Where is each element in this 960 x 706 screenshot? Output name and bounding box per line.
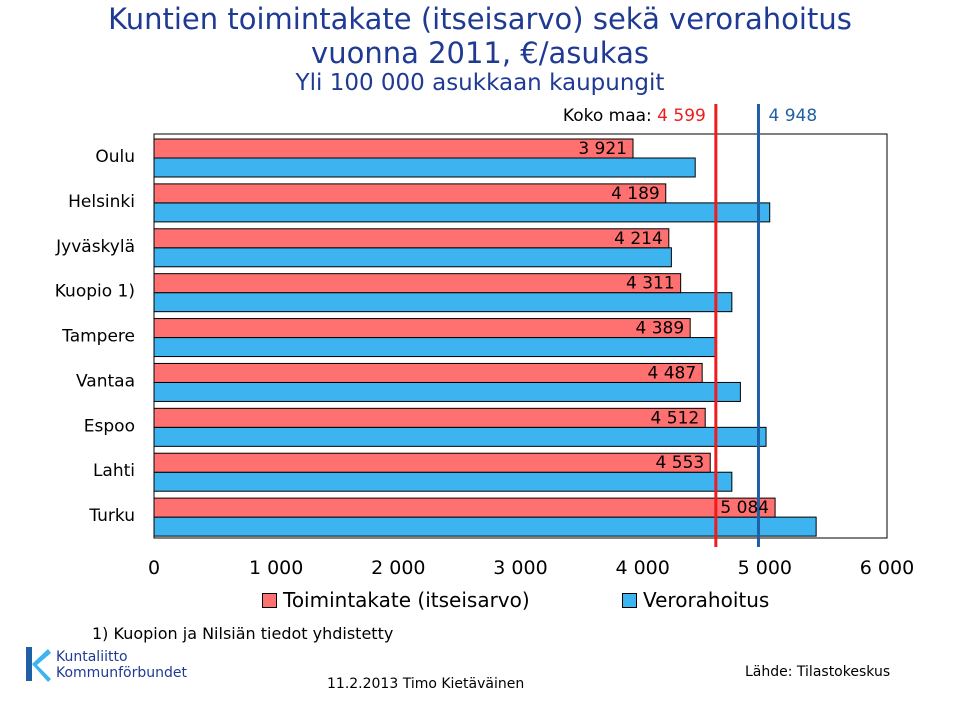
logo-text-line2: Kommunförbundet: [56, 665, 187, 681]
category-label: Vantaa: [76, 371, 135, 391]
legend-item-verorahoitus: Verorahoitus: [622, 588, 769, 612]
legend-label-toimintakate: Toimintakate (itseisarvo): [283, 588, 530, 612]
x-tick-label: 0: [148, 557, 160, 579]
bar-toimintakate: [153, 273, 682, 294]
bar-toimintakate: [153, 407, 706, 428]
legend-label-verorahoitus: Verorahoitus: [643, 588, 770, 612]
value-label: 4 311: [626, 274, 675, 294]
x-tick-label: 2 000: [371, 557, 425, 579]
bar-toimintakate: [153, 452, 711, 473]
bar-verorahoitus: [153, 471, 733, 492]
chart-title: Kuntien toimintakate (itseisarvo) sekä v…: [108, 2, 852, 36]
bar-toimintakate: [153, 183, 667, 204]
value-label: 5 084: [720, 498, 769, 518]
footnote: 1) Kuopion ja Nilsiän tiedot yhdistetty: [92, 624, 394, 643]
legend-swatch-toimintakate: [262, 592, 277, 608]
bar-verorahoitus: [153, 247, 672, 268]
x-tick-label: 6 000: [860, 557, 914, 579]
legend-item-toimintakate: Toimintakate (itseisarvo): [262, 588, 530, 612]
bar-toimintakate: [153, 318, 691, 339]
value-label: 3 921: [578, 139, 627, 159]
reference-label: 4 948: [768, 106, 817, 126]
logo-mark-icon: [26, 647, 51, 682]
bar-verorahoitus: [153, 337, 717, 358]
source-note: Lähde: Tilastokeskus: [745, 664, 891, 680]
category-label: Oulu: [95, 147, 135, 167]
category-label: Lahti: [93, 461, 135, 481]
value-label: 4 512: [651, 408, 700, 428]
bar-toimintakate: [153, 138, 634, 159]
value-label: 4 553: [656, 453, 705, 473]
x-tick-label: 1 000: [249, 557, 303, 579]
category-label: Kuopio 1): [55, 282, 135, 302]
bar-verorahoitus: [153, 157, 696, 178]
category-label: Jyväskylä: [55, 237, 135, 257]
logo-text-line1: Kuntaliitto: [56, 649, 128, 665]
x-tick-label: 5 000: [738, 557, 792, 579]
x-tick-label: 4 000: [615, 557, 669, 579]
x-tick-label: 3 000: [493, 557, 547, 579]
category-label: Helsinki: [68, 192, 135, 212]
kuntaliitto-logo: Kuntaliitto Kommunförbundet: [24, 645, 224, 687]
value-label: 4 189: [611, 184, 660, 204]
date-author: 11.2.2013 Timo Kietäväinen: [327, 676, 525, 692]
category-label: Turku: [88, 506, 135, 526]
bar-verorahoitus: [153, 202, 771, 223]
bar-toimintakate: [153, 228, 670, 249]
bar-verorahoitus: [153, 292, 733, 313]
value-label: 4 487: [647, 363, 696, 383]
bar-toimintakate: [153, 497, 776, 518]
bar-toimintakate: [153, 362, 703, 383]
chart-title-line2: vuonna 2011, €/asukas: [311, 36, 649, 70]
value-label: 4 214: [614, 229, 663, 249]
chart-subtitle: Yli 100 000 asukkaan kaupungit: [295, 70, 665, 96]
value-label: 4 389: [636, 319, 685, 339]
category-label: Espoo: [84, 416, 135, 436]
category-label: Tampere: [61, 327, 135, 347]
bar-verorahoitus: [153, 426, 767, 447]
reference-label: Koko maa: 4 599: [563, 106, 706, 126]
legend-swatch-verorahoitus: [622, 592, 637, 608]
bar-verorahoitus: [153, 381, 741, 402]
